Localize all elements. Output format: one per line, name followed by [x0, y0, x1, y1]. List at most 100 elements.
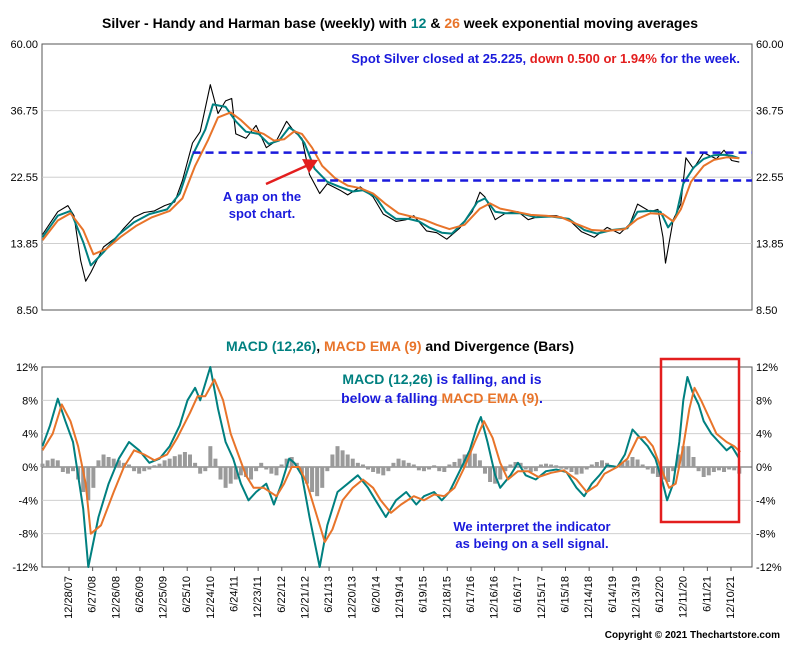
divergence-bar — [86, 467, 91, 501]
price-title-part-0: Silver - Handy and Harman base (weekly) … — [102, 15, 411, 31]
divergence-bar — [452, 462, 457, 467]
x-tick-label: 12/13/19 — [630, 576, 642, 619]
divergence-bar — [126, 464, 131, 467]
divergence-bar — [223, 467, 228, 488]
divergence-bar — [274, 467, 279, 476]
divergence-bar — [218, 467, 223, 480]
divergence-bar — [320, 467, 325, 488]
macd-series-line-1 — [41, 378, 741, 543]
divergence-bar — [498, 467, 503, 480]
divergence-bar — [442, 467, 447, 472]
divergence-bar — [467, 452, 472, 467]
x-tick-label: 6/12/20 — [654, 576, 666, 613]
x-tick-label: 6/14/19 — [607, 576, 619, 613]
macd-ytick-left: 12% — [16, 362, 38, 374]
copyright-text: Copyright © 2021 Thechartstore.com — [605, 630, 780, 641]
divergence-bar — [304, 467, 309, 484]
divergence-bar — [701, 467, 706, 477]
divergence-bar — [666, 467, 671, 482]
price-series-line-2 — [41, 111, 740, 256]
price-gridlines — [42, 110, 752, 244]
macd-ytick-right: 12% — [756, 362, 778, 374]
price-gap-lines — [192, 151, 752, 182]
price-title-part-1: 12 — [411, 15, 427, 31]
divergence-bar — [594, 462, 599, 467]
divergence-bar — [533, 467, 538, 472]
divergence-bar — [188, 454, 193, 467]
divergence-bar — [152, 465, 157, 467]
divergence-bar — [45, 460, 50, 467]
divergence-bar — [732, 467, 737, 471]
divergence-bar — [198, 467, 203, 474]
divergence-bar — [386, 467, 391, 472]
divergence-bar — [259, 462, 264, 467]
macd-ytick-left: 4% — [22, 429, 38, 441]
x-axis-labels: 12/28/07 6/27/08 12/26/08 6/26/09 12/25/09 6/… — [63, 567, 737, 619]
divergence-bar — [162, 460, 167, 467]
divergence-bar — [686, 446, 691, 467]
divergence-bar — [676, 454, 681, 467]
divergence-bar — [549, 464, 554, 467]
x-tick-label: 6/25/10 — [181, 576, 193, 613]
divergence-bar — [569, 467, 574, 472]
macd-ytick-left: 0% — [22, 462, 38, 474]
price-ytick-left: 8.50 — [17, 305, 38, 317]
divergence-bar — [279, 464, 284, 467]
divergence-bar — [645, 467, 650, 470]
divergence-bar — [625, 460, 630, 467]
x-tick-label: 6/24/11 — [229, 576, 241, 612]
divergence-bar — [528, 467, 533, 472]
macd-annotation-2-part-0: below a falling — [341, 390, 441, 406]
x-tick-label: 6/22/12 — [276, 576, 288, 613]
divergence-bar — [182, 452, 187, 467]
macd-ytick-right: -12% — [756, 562, 782, 574]
spot-annotation-part-1: down 0.500 or 1.94% — [530, 51, 658, 66]
divergence-bar — [655, 467, 660, 477]
divergence-bar — [523, 467, 528, 470]
divergence-bar — [396, 458, 401, 467]
divergence-bar — [544, 463, 549, 467]
x-tick-label: 6/27/08 — [87, 576, 99, 613]
divergence-bar — [167, 458, 172, 467]
x-tick-label: 12/14/18 — [583, 576, 595, 619]
divergence-bar — [177, 454, 182, 467]
price-ytick-right: 8.50 — [756, 305, 777, 317]
macd-ytick-left: -12% — [12, 562, 38, 574]
divergence-bar — [55, 460, 60, 467]
gap-arrow — [265, 159, 318, 186]
divergence-bar — [40, 463, 45, 467]
divergence-bar — [91, 467, 96, 488]
x-tick-label: 12/24/10 — [205, 576, 217, 619]
divergence-bar — [508, 464, 513, 467]
divergence-bar — [503, 467, 508, 472]
divergence-bar — [411, 464, 416, 467]
divergence-bar — [203, 467, 208, 472]
gap-arrow-head — [302, 159, 318, 173]
divergence-bar — [691, 457, 696, 467]
divergence-bar — [96, 460, 101, 467]
macd-annotation-2-part-2: . — [539, 390, 543, 406]
divergence-bar — [350, 458, 355, 467]
macd-series — [41, 366, 741, 568]
divergence-bar — [432, 465, 437, 467]
macd-ytick-right: 0% — [756, 462, 772, 474]
spot-silver-annotation: Spot Silver closed at 25.225, down 0.500… — [351, 51, 740, 66]
x-tick-label: 6/17/16 — [465, 576, 477, 613]
divergence-bar — [193, 462, 198, 467]
divergence-bar — [60, 467, 65, 472]
divergence-bar — [172, 456, 177, 467]
macd-ytick-left: -4% — [18, 495, 38, 507]
divergence-bar — [208, 446, 213, 467]
divergence-bar — [137, 467, 142, 474]
macd-y-ticks: 12% 12% 8% 8% 4% 4% 0% 0% -4% -4% -8% -8% -12% -12% — [12, 362, 782, 574]
divergence-bar — [579, 467, 584, 474]
divergence-bar — [722, 467, 727, 472]
x-tick-label: 12/18/15 — [441, 576, 453, 619]
divergence-bar — [650, 467, 655, 474]
price-ytick-right: 60.00 — [756, 39, 784, 51]
macd-ytick-right: -8% — [756, 529, 776, 541]
price-series — [41, 84, 740, 282]
divergence-bar — [630, 457, 635, 467]
divergence-bar — [121, 462, 126, 467]
